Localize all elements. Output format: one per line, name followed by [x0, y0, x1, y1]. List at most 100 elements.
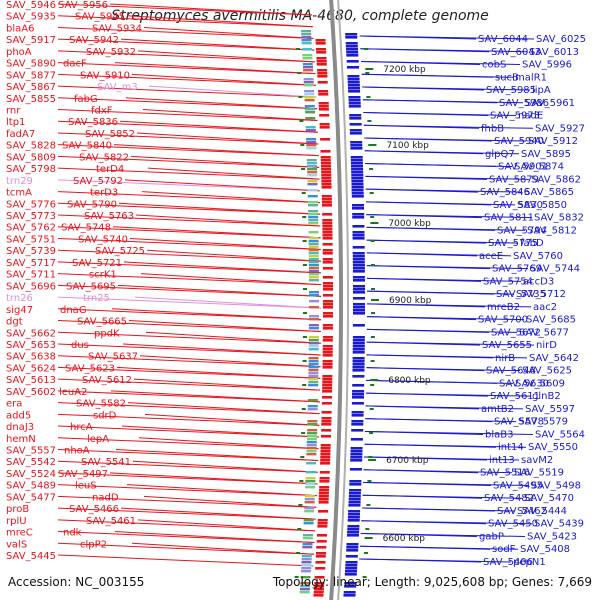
cog-feature	[301, 570, 311, 573]
cog-feature	[309, 279, 319, 282]
forward-gene-label: SAV_5890	[6, 59, 56, 70]
reverse-gene-label: SAV_5850	[517, 200, 567, 211]
reverse-gene-label: SAV_5901	[498, 162, 548, 173]
forward-gene	[319, 477, 330, 480]
tick-mark	[302, 384, 307, 386]
reverse-gene	[344, 573, 357, 576]
reverse-gene	[347, 78, 360, 81]
reverse-leader-line	[366, 367, 521, 372]
cog-feature	[308, 276, 319, 279]
cog-feature	[301, 561, 312, 564]
forward-gene-label: lepA	[87, 434, 109, 445]
cog-feature	[307, 189, 318, 192]
reverse-gene	[349, 468, 362, 471]
tick-mark	[364, 48, 368, 50]
cog-feature	[308, 210, 319, 213]
reverse-gene	[352, 360, 365, 363]
cog-feature	[308, 384, 319, 387]
reverse-gene-label: SAV_5846	[480, 187, 530, 198]
reverse-gene-label: SAV_5677	[519, 327, 569, 338]
cog-feature	[307, 174, 318, 177]
reverse-gene	[348, 501, 361, 504]
reverse-gene	[351, 183, 364, 186]
forward-gene	[316, 57, 327, 60]
cog-feature	[308, 213, 319, 216]
reverse-gene-label: sucB	[495, 72, 519, 83]
forward-leader-line	[138, 437, 319, 450]
forward-gene	[313, 594, 324, 597]
reverse-leader-line	[359, 545, 519, 550]
cog-feature	[303, 66, 313, 69]
forward-gene	[322, 228, 333, 231]
forward-gene	[322, 363, 333, 366]
forward-gene	[315, 39, 326, 42]
forward-leader-line	[57, 73, 316, 86]
forward-leader-line	[133, 378, 321, 391]
cog-feature	[307, 195, 318, 198]
tick-mark	[369, 432, 374, 434]
cog-feature	[306, 462, 317, 465]
forward-gene	[318, 108, 329, 111]
cog-feature	[308, 267, 319, 270]
tick-mark	[303, 288, 307, 290]
reverse-gene	[352, 357, 365, 360]
forward-leader-line	[115, 448, 319, 461]
forward-gene	[322, 390, 333, 393]
forward-gene	[322, 261, 333, 264]
cog-feature	[307, 408, 318, 411]
cog-feature	[299, 588, 310, 591]
reverse-gene	[348, 498, 361, 501]
forward-gene	[322, 345, 333, 348]
reverse-gene	[349, 129, 362, 132]
reverse-gene	[349, 480, 362, 483]
cog-feature	[304, 498, 315, 501]
forward-gene-label: dus	[71, 340, 89, 351]
cog-feature	[303, 81, 314, 84]
forward-gene	[322, 267, 333, 270]
forward-gene-label: era	[6, 399, 22, 410]
forward-gene-label: SAV_5836	[68, 117, 118, 128]
forward-gene	[321, 168, 332, 171]
forward-gene	[322, 366, 333, 369]
forward-gene-label: SAV_5877	[6, 70, 56, 81]
ruler-label: 7100 kbp	[386, 141, 429, 151]
cog-feature	[308, 231, 319, 234]
forward-gene-label: SAV_5695	[66, 281, 116, 292]
forward-gene-label: SAV_5711	[6, 270, 56, 281]
reverse-leader-line	[363, 124, 534, 129]
reverse-gene-label: glpQ7	[485, 149, 515, 160]
reverse-gene-label: SAV_5735	[496, 289, 546, 300]
forward-leader-line	[111, 308, 321, 321]
reverse-gene	[350, 459, 363, 462]
forward-gene-label: SAV_5637	[88, 352, 138, 363]
forward-gene	[322, 276, 333, 279]
forward-gene-label: SAV_5855	[6, 94, 56, 105]
cog-feature	[304, 495, 315, 498]
reverse-gene	[345, 561, 358, 564]
forward-gene	[318, 93, 329, 96]
forward-gene	[322, 381, 333, 384]
forward-gene-label: SAV_5489	[6, 481, 56, 492]
reverse-gene	[352, 348, 365, 351]
reverse-leader-line	[361, 73, 514, 78]
reverse-leader-line	[366, 201, 516, 206]
forward-gene-label: SAV_5542	[6, 457, 56, 468]
reverse-leader-line	[359, 35, 535, 40]
forward-gene-label: SAV_5910	[80, 70, 130, 81]
forward-leader-line	[57, 531, 315, 544]
forward-gene	[318, 492, 329, 495]
cog-feature	[308, 237, 319, 240]
forward-gene	[321, 165, 331, 168]
reverse-leader-line	[364, 456, 520, 461]
reverse-gene	[347, 528, 360, 531]
cog-feature	[300, 585, 311, 588]
forward-gene	[321, 180, 332, 183]
cog-feature	[308, 378, 319, 381]
reverse-gene-label: SAV_5830	[493, 200, 543, 211]
reverse-gene	[351, 414, 364, 417]
forward-gene-label: SAV_5662	[6, 328, 56, 339]
cog-feature	[302, 54, 313, 57]
forward-gene	[316, 540, 327, 543]
reverse-gene-label: nadE	[518, 111, 543, 122]
